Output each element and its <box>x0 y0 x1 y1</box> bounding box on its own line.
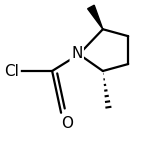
Text: Cl: Cl <box>4 63 19 79</box>
Text: N: N <box>71 46 82 61</box>
Text: O: O <box>61 116 73 131</box>
Polygon shape <box>88 5 103 29</box>
